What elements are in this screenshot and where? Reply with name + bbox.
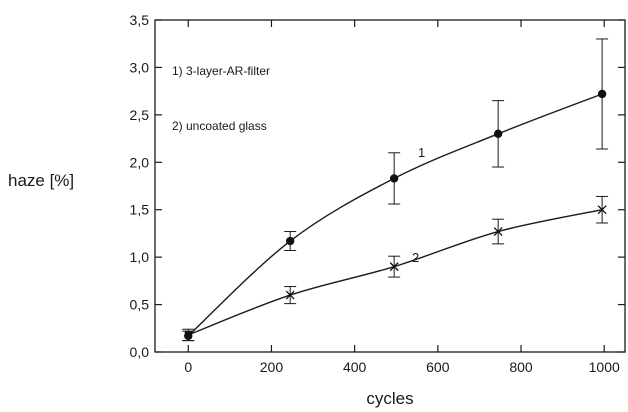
circle-marker: [597, 89, 607, 99]
plot-frame: [154, 19, 626, 353]
circle-marker: [285, 236, 295, 246]
circle-marker: [389, 174, 399, 183]
y-tick-label-0: 0,0: [130, 344, 150, 360]
x-axis-title: cycles: [366, 389, 413, 408]
series-1-point-2: [388, 152, 401, 205]
x-tick-label-3: 600: [426, 359, 450, 375]
square-marker: [184, 331, 192, 339]
series-2-line: [188, 209, 603, 336]
legend-entry-2: 2) uncoated glass: [172, 119, 267, 133]
series-1-point-3: [492, 100, 505, 168]
x-axis: 0 200 400 600 800 1000: [184, 20, 620, 375]
x-tick-label-0: 0: [184, 359, 192, 375]
series-2-point-0: [182, 328, 195, 342]
legend-entry-1: 1) 3-layer-AR-filter: [172, 64, 270, 78]
circle-marker: [493, 129, 503, 139]
x-marker-b: [493, 227, 503, 236]
x-tick-label-5: 1000: [589, 359, 620, 375]
series-2-point-4: [596, 195, 609, 224]
y-tick-label-3: 1,5: [130, 202, 150, 218]
y-tick-label-4: 2,0: [130, 154, 150, 170]
series-layer: [182, 38, 609, 342]
series-2-point-2: [388, 255, 401, 278]
y-tick-label-1: 0,5: [130, 297, 150, 313]
x-tick-label-4: 800: [509, 359, 533, 375]
x-tick-label-1: 200: [260, 359, 284, 375]
series-1-point-1: [284, 231, 297, 252]
x-tick-label-2: 400: [343, 359, 367, 375]
y-tick-label-5: 2,5: [130, 107, 150, 123]
y-axis: 0,0 0,5 1,0 1,5 2,0 2,5 3,0 3,5: [130, 12, 625, 360]
y-axis-title: haze [%]: [8, 171, 74, 190]
y-tick-label-6: 3,0: [130, 59, 150, 75]
series-label-2: 2: [412, 250, 419, 265]
y-tick-label-7: 3,5: [130, 12, 150, 28]
x-marker-b: [389, 262, 399, 272]
x-marker-b: [285, 290, 295, 300]
x-marker-b: [597, 205, 607, 215]
y-tick-label-2: 1,0: [130, 249, 150, 265]
series-2-point-1: [284, 286, 297, 305]
series-label-1: 1: [418, 145, 425, 160]
series-1-point-4: [596, 38, 609, 150]
series-2-point-3: [492, 218, 505, 245]
